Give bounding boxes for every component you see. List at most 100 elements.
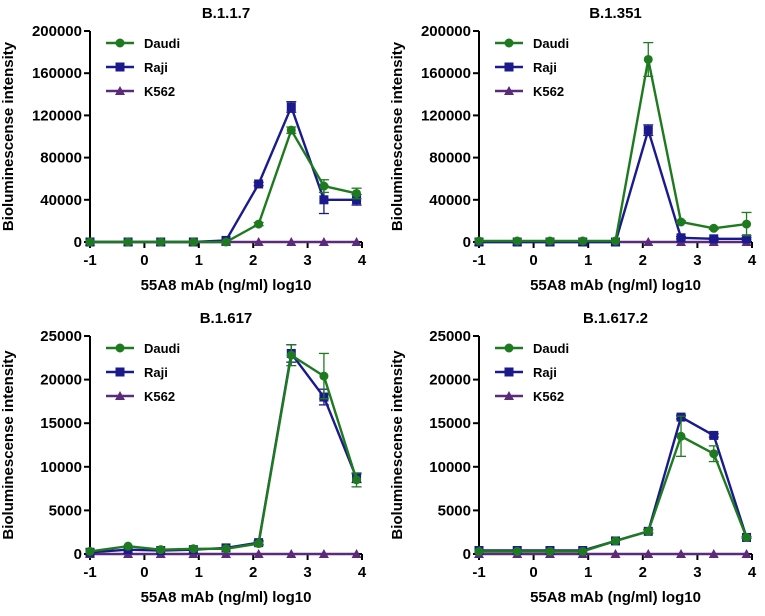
- legend-label: Daudi: [533, 36, 569, 51]
- series-line: [479, 59, 747, 243]
- data-point: [352, 188, 362, 198]
- x-tick-label: 0: [529, 564, 537, 581]
- data-point: [254, 179, 264, 189]
- data-point: [286, 549, 297, 558]
- legend: Daudi Raji K562: [106, 341, 180, 404]
- data-point: [221, 549, 231, 558]
- data-point: [188, 237, 198, 247]
- legend: Daudi Raji K562: [495, 36, 569, 99]
- series-daudi: [474, 41, 752, 246]
- y-tick-label: 0: [463, 546, 471, 563]
- data-point: [286, 102, 296, 112]
- data-point: [742, 219, 752, 229]
- data-point: [611, 236, 620, 246]
- y-tick-label: 10000: [429, 459, 471, 476]
- data-point: [741, 549, 752, 558]
- legend-label: K562: [533, 84, 564, 99]
- data-point: [474, 236, 484, 246]
- data-point: [512, 546, 522, 556]
- series-daudi: [474, 415, 752, 556]
- data-point: [156, 237, 166, 247]
- x-tick-label: 0: [140, 252, 148, 269]
- x-tick-label: 2: [639, 252, 647, 269]
- x-tick-label: 1: [195, 564, 203, 581]
- data-point: [254, 219, 264, 229]
- y-tick-label: 120000: [421, 107, 471, 124]
- legend-marker: [504, 343, 514, 353]
- data-point: [351, 549, 362, 558]
- x-tick-label: -1: [472, 564, 485, 581]
- x-axis-label: 55A8 mAb (ng/ml) log10: [141, 589, 312, 606]
- x-tick-label: 4: [358, 564, 367, 581]
- data-point: [474, 546, 484, 556]
- y-tick-label: 25000: [40, 328, 82, 345]
- data-point: [708, 549, 719, 558]
- data-point: [318, 549, 329, 558]
- legend-marker: [504, 38, 514, 48]
- data-point: [643, 549, 654, 558]
- legend-marker: [504, 367, 514, 377]
- y-tick-label: 5000: [49, 502, 82, 519]
- y-tick-label: 160000: [32, 65, 82, 82]
- y-tick-label: 10000: [40, 459, 82, 476]
- x-tick-label: -1: [83, 564, 96, 581]
- legend-label: Raji: [533, 60, 557, 75]
- data-point: [286, 350, 296, 360]
- x-tick-label: 1: [195, 252, 203, 269]
- series-line: [89, 350, 358, 554]
- y-axis-label: Bioluminescense intensity: [0, 350, 17, 540]
- y-tick-label: 40000: [429, 192, 471, 209]
- y-tick-label: 0: [74, 234, 82, 251]
- x-tick-label: 4: [748, 252, 757, 269]
- data-point: [643, 125, 653, 135]
- data-point: [611, 536, 620, 546]
- legend-label: K562: [533, 389, 564, 404]
- y-tick-label: 15000: [40, 415, 82, 432]
- y-axis-label: Bioluminescense intensity: [0, 41, 17, 231]
- data-point: [286, 237, 297, 246]
- data-point: [643, 54, 653, 64]
- data-point: [676, 233, 686, 243]
- data-point: [676, 549, 687, 558]
- x-axis-label: 55A8 mAb (ng/ml) log10: [530, 589, 701, 606]
- data-point: [319, 195, 329, 205]
- x-tick-label: 0: [140, 564, 148, 581]
- y-tick-label: 25000: [429, 328, 471, 345]
- y-tick-label: 80000: [429, 150, 471, 167]
- data-point: [709, 223, 719, 233]
- x-tick-label: 3: [303, 564, 311, 581]
- legend-label: Daudi: [144, 36, 180, 51]
- legend-label: K562: [144, 84, 175, 99]
- series-line: [89, 353, 358, 553]
- legend-marker: [115, 86, 125, 95]
- y-tick-label: 200000: [32, 23, 82, 40]
- data-point: [123, 541, 133, 551]
- data-point: [352, 475, 362, 485]
- data-point: [352, 195, 362, 205]
- x-tick-label: 2: [249, 564, 257, 581]
- legend-marker: [115, 391, 125, 400]
- legend-label: Raji: [533, 365, 557, 380]
- series-line: [479, 434, 748, 553]
- data-point: [85, 237, 95, 247]
- y-tick-label: 40000: [40, 192, 82, 209]
- legend: Daudi Raji K562: [495, 341, 569, 404]
- data-point: [676, 217, 686, 227]
- data-point: [742, 532, 752, 542]
- legend-marker: [504, 62, 514, 72]
- data-point: [188, 544, 198, 554]
- data-point: [286, 125, 296, 135]
- y-tick-label: 20000: [40, 372, 82, 389]
- data-point: [253, 237, 264, 246]
- data-point: [123, 237, 133, 247]
- data-point: [318, 237, 329, 246]
- data-point: [742, 234, 752, 244]
- chart-title: B.1.617: [200, 310, 253, 327]
- y-axis-label: Bioluminescense intensity: [389, 41, 406, 231]
- y-tick-label: 0: [463, 234, 471, 251]
- x-tick-label: 1: [584, 252, 592, 269]
- series-raji: [85, 101, 362, 247]
